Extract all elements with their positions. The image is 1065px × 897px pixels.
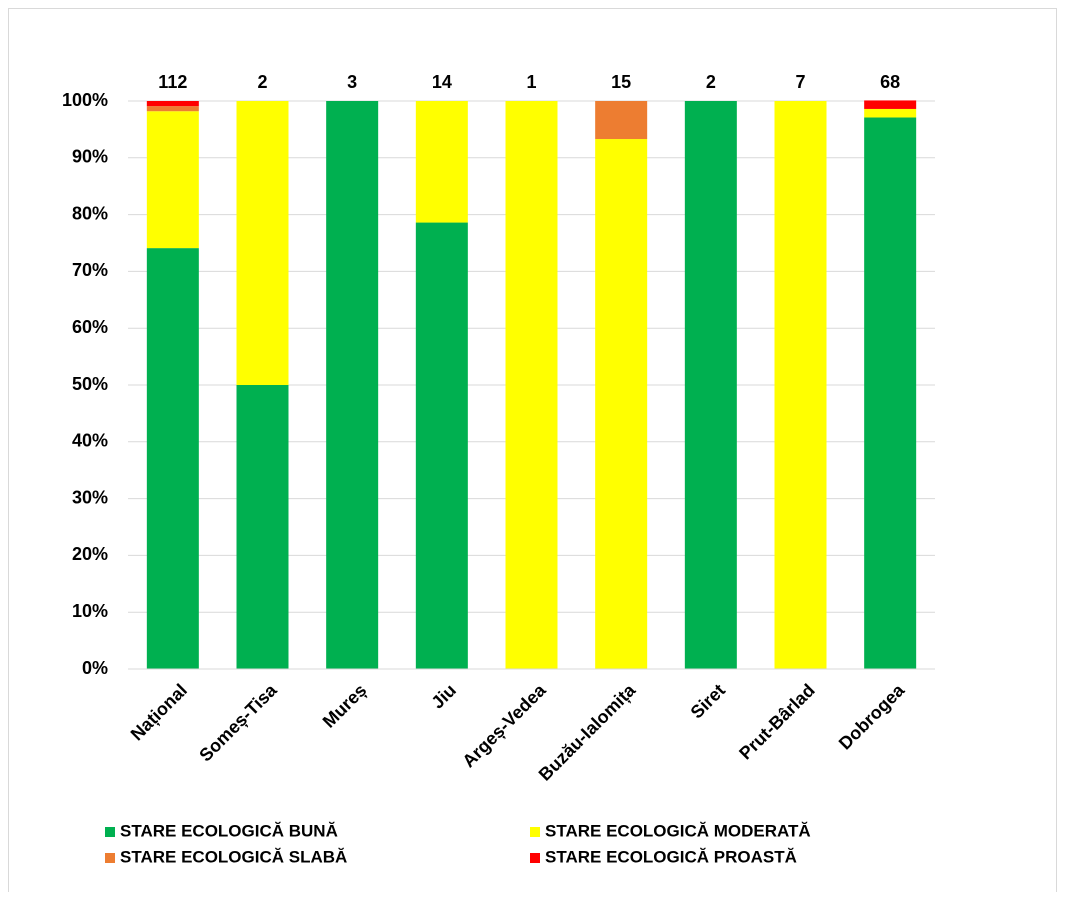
bar-total-label: 3: [347, 72, 357, 92]
legend-swatch: [530, 827, 540, 837]
y-tick-label: 90%: [72, 147, 108, 167]
bar-segment: [146, 106, 199, 112]
bar-total-label: 2: [706, 72, 716, 92]
bar-total-label: 7: [795, 72, 805, 92]
legend-label: STARE ECOLOGICĂ MODERATĂ: [545, 821, 811, 840]
y-tick-label: 60%: [72, 317, 108, 337]
legend-label: STARE ECOLOGICĂ BUNĂ: [120, 821, 338, 840]
bar-segment: [415, 222, 468, 669]
bar-segment: [146, 101, 199, 107]
bar-segment: [146, 111, 199, 249]
bar-segment: [415, 101, 468, 223]
bar-segment: [684, 101, 737, 669]
bar-segment: [505, 101, 558, 669]
legend-swatch: [105, 853, 115, 863]
y-tick-label: 40%: [72, 431, 108, 451]
y-tick-label: 80%: [72, 203, 108, 223]
bar-segment: [236, 385, 289, 669]
bar-segment: [774, 101, 827, 669]
y-tick-label: 100%: [62, 90, 108, 110]
y-tick-label: 30%: [72, 487, 108, 507]
legend: STARE ECOLOGICĂ BUNĂ STARE ECOLOGICĂ MODE…: [105, 821, 811, 866]
y-tick-label: 0%: [82, 658, 108, 678]
bar-segment: [595, 101, 648, 140]
bar-segment: [326, 101, 379, 669]
legend-swatch: [530, 853, 540, 863]
bar-segment: [146, 248, 199, 669]
legend-label: STARE ECOLOGICĂ SLABĂ: [120, 847, 347, 866]
y-tick-label: 20%: [72, 544, 108, 564]
bar-total-label: 68: [880, 72, 900, 92]
bar-total-label: 14: [432, 72, 452, 92]
bar-segment: [864, 117, 917, 670]
bar-total-label: 15: [611, 72, 631, 92]
y-tick-label: 70%: [72, 260, 108, 280]
bar-total-label: 112: [158, 72, 187, 92]
bar-segment: [864, 108, 917, 118]
bar-segment: [236, 101, 289, 385]
bar-segment: [595, 139, 648, 669]
bar-segment: [864, 100, 917, 109]
y-tick-label: 10%: [72, 601, 108, 621]
legend-label: STARE ECOLOGICĂ PROASTĂ: [545, 847, 797, 866]
legend-swatch: [105, 827, 115, 837]
bar-total-label: 1: [526, 72, 536, 92]
y-tick-label: 50%: [72, 374, 108, 394]
bar-total-label: 2: [257, 72, 267, 92]
